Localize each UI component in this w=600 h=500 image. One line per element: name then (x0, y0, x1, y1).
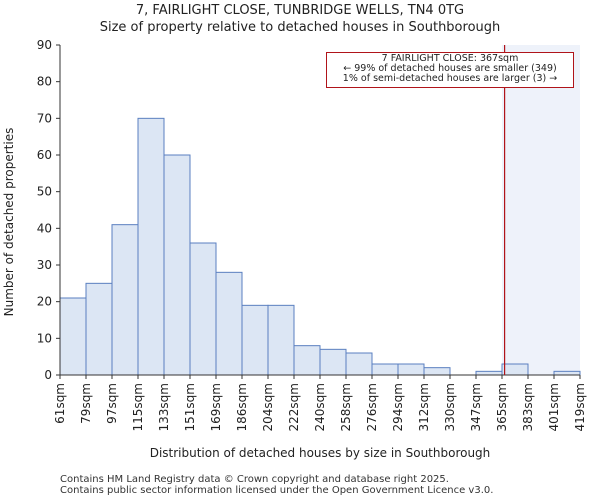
x-tick-label: 79sqm (79, 383, 93, 424)
y-tick-label: 30 (37, 258, 52, 272)
histogram-bar (397, 363, 425, 376)
histogram-bar (501, 363, 529, 376)
histogram-bar (189, 242, 217, 376)
x-tick-label: 401sqm (547, 383, 561, 431)
histogram-bar (319, 348, 347, 376)
x-tick-label: 240sqm (313, 383, 327, 431)
histogram-bar (267, 304, 295, 376)
highlight-region (502, 45, 580, 375)
histogram-bar (371, 363, 399, 376)
x-tick-label: 186sqm (235, 383, 249, 431)
histogram-bar (215, 271, 243, 376)
x-tick-label: 61sqm (53, 383, 67, 424)
y-tick-label: 60 (37, 148, 52, 162)
annotation-line-3: 1% of semi-detached houses are larger (3… (342, 73, 558, 84)
chart-subtitle: Size of property relative to detached ho… (99, 20, 501, 35)
footer-line-2: Contains public sector information licen… (60, 485, 494, 496)
y-tick-label: 40 (37, 221, 52, 235)
y-tick-label: 80 (37, 75, 52, 89)
x-tick-label: 222sqm (287, 383, 301, 431)
x-tick-label: 133sqm (157, 383, 171, 431)
x-tick-label: 115sqm (131, 383, 145, 431)
histogram-bar (59, 297, 87, 376)
x-tick-label: 169sqm (209, 383, 223, 431)
x-tick-label: 276sqm (365, 383, 379, 431)
histogram-bar (553, 370, 581, 376)
histogram-bar (85, 282, 113, 376)
y-tick-label: 20 (37, 295, 52, 309)
histogram-bar (241, 304, 269, 376)
x-axis-label: Distribution of detached houses by size … (150, 446, 491, 460)
histogram-bar (111, 224, 139, 376)
x-tick-label: 312sqm (417, 383, 431, 431)
x-tick-label: 204sqm (261, 383, 275, 431)
x-tick-label: 330sqm (443, 383, 457, 431)
x-tick-label: 294sqm (391, 383, 405, 431)
histogram-bar (163, 154, 191, 376)
histogram-chart: 0 10 20 30 40 50 60 70 80 90 61sqm 79sqm 97sqm 115sqm… (2, 38, 587, 460)
annotation-line-2: ← 99% of detached houses are smaller (34… (343, 63, 557, 74)
y-tick-label: 70 (37, 111, 52, 125)
histogram-bar (345, 352, 373, 376)
y-tick-label: 90 (37, 38, 52, 52)
x-tick-label: 151sqm (183, 383, 197, 431)
x-tick-label: 97sqm (105, 383, 119, 424)
y-axis-label: Number of detached properties (2, 128, 16, 317)
chart-title: 7, FAIRLIGHT CLOSE, TUNBRIDGE WELLS, TN4… (135, 3, 465, 18)
histogram-bar (293, 345, 321, 376)
annotation-line-1: 7 FAIRLIGHT CLOSE: 367sqm (381, 53, 519, 64)
x-tick-label: 419sqm (573, 383, 587, 431)
footer-line-1: Contains HM Land Registry data © Crown c… (60, 474, 449, 485)
y-tick-label: 10 (37, 331, 52, 345)
x-tick-label: 347sqm (469, 383, 483, 431)
y-tick-label: 0 (44, 368, 52, 382)
histogram-bar (423, 367, 451, 376)
x-tick-label: 365sqm (495, 383, 509, 431)
x-tick-label: 258sqm (339, 383, 353, 431)
x-tick-label: 383sqm (521, 383, 535, 431)
y-tick-label: 50 (37, 185, 52, 199)
property-annotation: 7 FAIRLIGHT CLOSE: 367sqm ← 99% of detac… (326, 52, 574, 88)
histogram-bar (137, 117, 165, 376)
histogram-bar (475, 370, 503, 376)
